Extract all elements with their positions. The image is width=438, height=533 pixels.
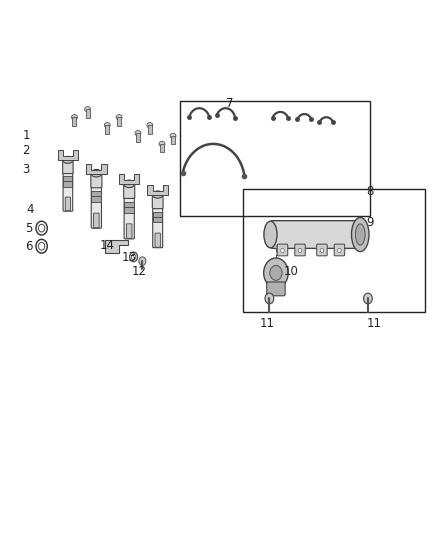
Ellipse shape [116, 115, 122, 120]
FancyBboxPatch shape [65, 197, 71, 211]
Ellipse shape [264, 221, 277, 248]
Circle shape [320, 248, 324, 253]
Circle shape [364, 293, 372, 304]
Bar [243, 189, 425, 312]
FancyBboxPatch shape [63, 172, 73, 211]
FancyBboxPatch shape [155, 233, 160, 247]
Polygon shape [86, 164, 106, 174]
Ellipse shape [71, 115, 78, 120]
Ellipse shape [356, 224, 365, 245]
Circle shape [130, 252, 138, 262]
FancyBboxPatch shape [63, 159, 73, 174]
Text: 1: 1 [22, 130, 30, 142]
Circle shape [36, 221, 47, 235]
Bar [64, 176, 72, 182]
FancyBboxPatch shape [124, 196, 134, 239]
Ellipse shape [170, 133, 176, 139]
Ellipse shape [159, 141, 165, 147]
Circle shape [39, 224, 45, 232]
Bar [160, 144, 164, 152]
Circle shape [298, 248, 302, 253]
Circle shape [270, 265, 282, 280]
Bar [136, 133, 140, 142]
FancyBboxPatch shape [295, 244, 305, 256]
Text: 14: 14 [100, 239, 115, 252]
Text: 10: 10 [284, 265, 299, 278]
Bar [153, 217, 162, 222]
Ellipse shape [147, 123, 153, 128]
Polygon shape [58, 150, 78, 160]
Ellipse shape [351, 217, 369, 252]
Bar [64, 181, 72, 187]
Ellipse shape [63, 156, 73, 164]
FancyBboxPatch shape [152, 193, 163, 208]
Circle shape [36, 239, 47, 253]
FancyBboxPatch shape [317, 244, 327, 256]
Bar [92, 196, 101, 202]
Text: 13: 13 [122, 252, 137, 264]
Polygon shape [119, 174, 139, 184]
Circle shape [264, 258, 288, 288]
Text: 12: 12 [132, 265, 147, 278]
Text: 5: 5 [25, 222, 32, 235]
Circle shape [281, 248, 284, 253]
Ellipse shape [91, 169, 102, 177]
Text: 3: 3 [23, 163, 30, 176]
Text: 9: 9 [366, 216, 374, 229]
FancyBboxPatch shape [153, 206, 162, 248]
Bar [86, 109, 90, 118]
Text: 7: 7 [226, 98, 234, 110]
Bar [180, 101, 370, 216]
FancyBboxPatch shape [277, 244, 288, 256]
Bar [117, 117, 121, 126]
FancyBboxPatch shape [94, 213, 99, 228]
Circle shape [39, 243, 45, 250]
Text: 4: 4 [26, 203, 34, 216]
Ellipse shape [152, 191, 163, 198]
FancyBboxPatch shape [91, 185, 102, 228]
Ellipse shape [135, 131, 141, 136]
FancyBboxPatch shape [334, 244, 345, 256]
FancyBboxPatch shape [91, 172, 102, 188]
Text: 11: 11 [367, 317, 382, 330]
Circle shape [131, 254, 136, 260]
Ellipse shape [85, 107, 91, 112]
FancyBboxPatch shape [270, 221, 360, 248]
Bar [153, 212, 162, 217]
Text: 8: 8 [367, 185, 374, 198]
FancyBboxPatch shape [267, 282, 285, 296]
FancyBboxPatch shape [127, 224, 132, 238]
Bar [73, 117, 77, 126]
Text: 2: 2 [22, 144, 30, 157]
Polygon shape [148, 185, 168, 195]
Text: 6: 6 [25, 240, 32, 253]
Bar [92, 191, 101, 197]
Ellipse shape [104, 123, 110, 128]
Bar [105, 125, 110, 134]
Bar [148, 125, 152, 134]
Bar [124, 207, 134, 213]
FancyBboxPatch shape [124, 183, 135, 198]
Text: 11: 11 [260, 317, 275, 330]
Bar [171, 136, 175, 144]
Circle shape [139, 257, 146, 265]
Bar [124, 201, 134, 207]
Polygon shape [105, 240, 128, 253]
Ellipse shape [124, 180, 135, 188]
Circle shape [265, 293, 274, 304]
Circle shape [338, 248, 341, 253]
